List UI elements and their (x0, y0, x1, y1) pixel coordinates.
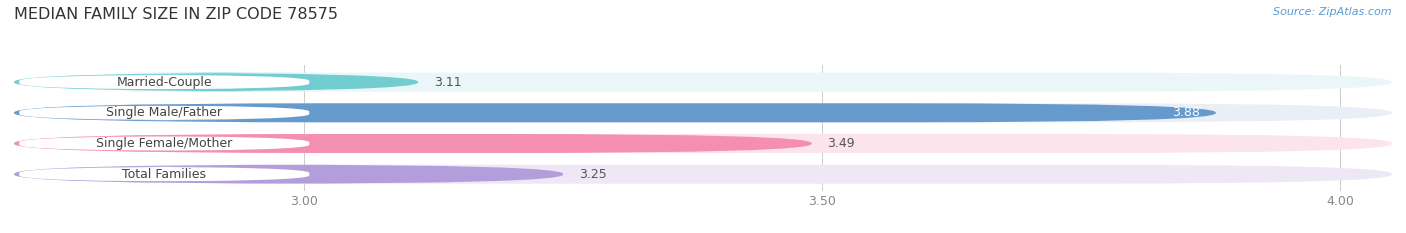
FancyBboxPatch shape (20, 136, 309, 151)
FancyBboxPatch shape (14, 165, 564, 184)
Text: Single Male/Father: Single Male/Father (107, 106, 222, 119)
Text: Single Female/Mother: Single Female/Mother (96, 137, 232, 150)
Text: Total Families: Total Families (122, 168, 207, 181)
FancyBboxPatch shape (14, 73, 418, 92)
FancyBboxPatch shape (14, 134, 811, 153)
Text: 3.25: 3.25 (579, 168, 606, 181)
FancyBboxPatch shape (14, 165, 1392, 184)
Text: MEDIAN FAMILY SIZE IN ZIP CODE 78575: MEDIAN FAMILY SIZE IN ZIP CODE 78575 (14, 7, 337, 22)
Text: 3.11: 3.11 (433, 76, 461, 89)
Text: Source: ZipAtlas.com: Source: ZipAtlas.com (1274, 7, 1392, 17)
FancyBboxPatch shape (20, 75, 309, 89)
Text: 3.49: 3.49 (827, 137, 855, 150)
FancyBboxPatch shape (14, 73, 1392, 92)
FancyBboxPatch shape (14, 103, 1216, 122)
FancyBboxPatch shape (14, 103, 1392, 122)
FancyBboxPatch shape (20, 105, 309, 120)
Text: Married-Couple: Married-Couple (117, 76, 212, 89)
FancyBboxPatch shape (14, 134, 1392, 153)
FancyBboxPatch shape (20, 167, 309, 182)
Text: 3.88: 3.88 (1173, 106, 1201, 119)
